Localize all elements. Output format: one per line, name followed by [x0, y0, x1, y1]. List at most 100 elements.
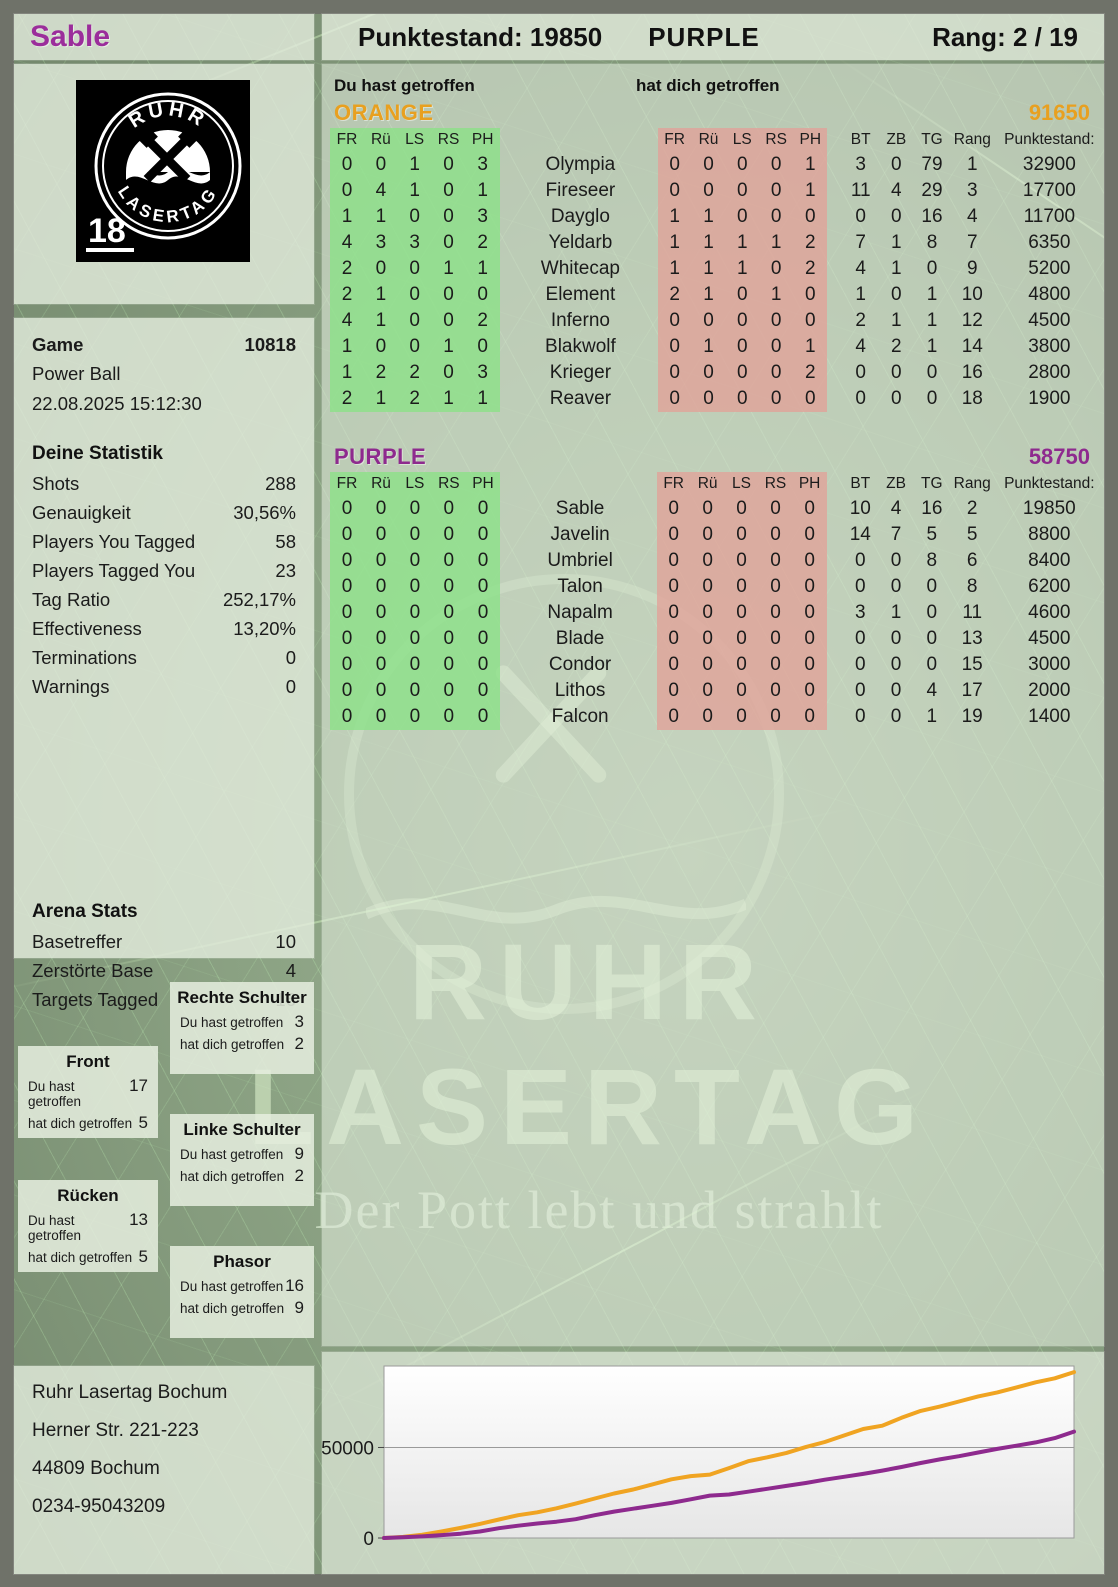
arena-stats-list: Basetreffer 10 Zerstörte Base 4 Targets Tagg… — [32, 927, 296, 1014]
cell-bt: 1 — [855, 284, 866, 305]
table-header-row: FR Rü LS RS PH FR Rü LS RS PH BT ZB TG Rang Punktestan… — [330, 128, 1104, 152]
cell-hit-you: 1 — [759, 282, 794, 308]
cell-hit-you: 0 — [793, 282, 828, 308]
cell-tg: 29 — [921, 180, 943, 201]
cell-tg: 0 — [926, 576, 938, 597]
cell-player-name: Dayglo — [550, 206, 610, 227]
col-header: Rü — [363, 128, 398, 152]
hitbox-hit-you-value: 2 — [294, 1034, 304, 1053]
cell-you-hit: 0 — [364, 678, 398, 704]
table-row: 0 0 0 0 0 Talon 0 0 0 0 0 0 0 0 8 6200 — [330, 574, 1104, 600]
team-total-score: 58750 — [1028, 444, 1090, 469]
cell-tg: 1 — [926, 336, 938, 357]
cell-hit-you: 0 — [759, 334, 794, 360]
cell-you-hit: 0 — [397, 574, 432, 600]
cell-hit-you: 0 — [724, 522, 759, 548]
cell-you-hit: 0 — [431, 548, 466, 574]
cell-you-hit: 1 — [465, 256, 500, 282]
cell-zb: 0 — [890, 654, 902, 675]
hitbox-phasor: Phasor Du hast getroffen 16 hat dich getr… — [170, 1246, 314, 1338]
page-title: Sable — [30, 20, 111, 53]
cell-you-hit: 0 — [431, 652, 466, 678]
cell-you-hit: 0 — [465, 574, 501, 600]
cell-tg: 0 — [926, 628, 938, 649]
cell-zb: 4 — [891, 180, 902, 201]
score-progression-chart: 0 50000 — [322, 1352, 1104, 1574]
cell-hit-you: 0 — [656, 704, 691, 730]
cell-hit-you: 1 — [691, 204, 726, 230]
stat-value: 0 — [285, 676, 296, 697]
cell-hit-you: 1 — [759, 230, 794, 256]
cell-you-hit: 0 — [330, 652, 365, 678]
cell-rang: 9 — [967, 258, 978, 279]
cell-you-hit: 2 — [330, 256, 364, 282]
team-score-table: FR Rü LS RS PH FR Rü LS RS PH BT ZB TG Rang Punktestan… — [330, 128, 1104, 412]
cell-hit-you: 0 — [725, 360, 760, 386]
col-header: Punktestand: — [1004, 131, 1095, 148]
cell-you-hit: 0 — [465, 704, 501, 730]
cell-you-hit: 0 — [330, 496, 365, 522]
cell-hit-you: 0 — [725, 308, 760, 334]
hitbox-linke-schulter: Linke Schulter Du hast getroffen 9 hat di… — [170, 1114, 314, 1206]
table-row: 1 1 0 0 3 Dayglo 1 1 0 0 0 0 0 16 4 11700 — [330, 204, 1104, 230]
cell-zb: 0 — [890, 628, 902, 649]
cell-bt: 0 — [855, 654, 866, 675]
cell-you-hit: 1 — [330, 204, 364, 230]
game-header-row: Game 10818 — [32, 330, 296, 359]
stat-value: 10 — [275, 931, 296, 952]
cell-you-hit: 0 — [397, 600, 432, 626]
cell-zb: 0 — [890, 550, 902, 571]
cell-tg: 1 — [926, 310, 938, 331]
cell-hit-you: 1 — [691, 230, 726, 256]
cell-hit-you: 0 — [657, 334, 692, 360]
personal-stats-list: Shots 288 Genauigkeit 30,56% Players You Tag… — [32, 469, 296, 701]
cell-hit-you: 0 — [657, 360, 692, 386]
cell-you-hit: 1 — [330, 360, 364, 386]
col-header: ZB — [886, 131, 907, 148]
cell-you-hit: 1 — [363, 386, 398, 412]
rank-label: Rang: 2 / 19 — [932, 21, 1078, 52]
table-row: 0 0 0 0 0 Condor 0 0 0 0 0 0 0 0 15 3000 — [330, 652, 1104, 678]
cell-rang: 14 — [961, 336, 983, 357]
cell-tg: 0 — [926, 258, 938, 279]
cell-zb: 4 — [890, 498, 902, 519]
table-row: 0 4 1 0 1 Fireseer 0 0 0 0 1 11 4 29 3 17700 — [330, 178, 1104, 204]
col-header: BT — [850, 131, 871, 148]
cell-tg: 79 — [921, 154, 943, 175]
cell-punktestand: 8800 — [1028, 524, 1071, 545]
cell-hit-you: 0 — [792, 704, 827, 730]
stat-row: Shots 288 — [32, 469, 296, 498]
cell-you-hit: 2 — [363, 360, 398, 386]
col-header: PH — [465, 472, 501, 496]
table-row: 2 0 0 1 1 Whitecap 1 1 1 0 2 4 1 0 9 5200 — [330, 256, 1104, 282]
cell-you-hit: 0 — [330, 152, 364, 178]
cell-rang: 13 — [961, 628, 983, 649]
cell-hit-you: 0 — [656, 678, 691, 704]
hitbox-you-hit-value: 9 — [294, 1144, 304, 1163]
cell-you-hit: 0 — [465, 522, 501, 548]
cell-you-hit: 0 — [431, 282, 466, 308]
cell-you-hit: 0 — [397, 652, 432, 678]
cell-punktestand: 2000 — [1028, 680, 1071, 701]
cell-hit-you: 1 — [691, 334, 726, 360]
stat-row: Players You Tagged 58 — [32, 527, 296, 556]
cell-hit-you: 0 — [724, 600, 759, 626]
stat-value: 252,17% — [222, 589, 296, 610]
cell-hit-you: 0 — [690, 574, 725, 600]
cell-hit-you: 2 — [657, 282, 692, 308]
cell-player-name: Fireseer — [545, 180, 616, 201]
table-row: 2 1 2 1 1 Reaver 0 0 0 0 0 0 0 0 18 1900 — [330, 386, 1104, 412]
hitbox-title: Rücken — [57, 1186, 119, 1205]
stat-row: Terminations 0 — [32, 643, 296, 672]
cell-hit-you: 0 — [691, 152, 726, 178]
hitbox-you-hit-label: Du hast getroffen — [180, 1279, 284, 1294]
cell-you-hit: 2 — [330, 282, 364, 308]
cell-you-hit: 2 — [465, 230, 500, 256]
cell-you-hit: 0 — [330, 574, 365, 600]
stat-row: Basetreffer 10 — [32, 927, 296, 956]
svg-text:RUHR: RUHR — [125, 98, 211, 132]
cell-hit-you: 0 — [724, 548, 759, 574]
cell-player-name: Blakwolf — [545, 336, 616, 357]
cell-player-name: Blade — [555, 628, 605, 649]
cell-zb: 0 — [890, 576, 902, 597]
